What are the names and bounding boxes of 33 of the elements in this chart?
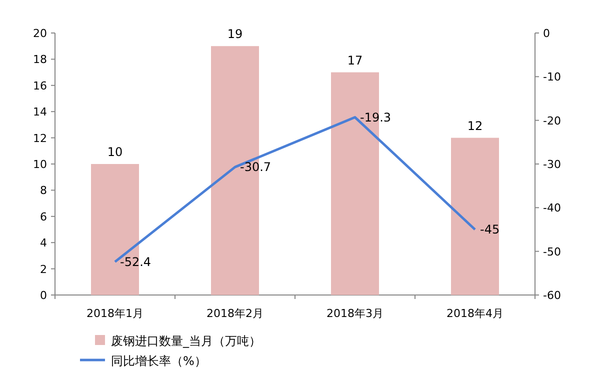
data-label: 10 <box>107 145 123 159</box>
y2-tick-label: -60 <box>543 289 561 302</box>
y-tick-label: 10 <box>33 158 47 171</box>
x-tick-label: 2018年1月 <box>86 307 144 320</box>
legend-label: 同比增长率（%） <box>111 354 206 368</box>
data-label: -52.4 <box>120 254 152 269</box>
x-tick-label: 2018年4月 <box>446 307 504 320</box>
data-label: 17 <box>347 53 363 68</box>
y-tick-label: 14 <box>33 106 47 119</box>
y-tick-label: 6 <box>40 210 47 224</box>
x-tick-label: 2018年3月 <box>326 307 384 320</box>
data-label: -19.3 <box>360 110 392 124</box>
data-label: -30.7 <box>240 160 272 174</box>
y2-tick-label: -50 <box>543 245 561 258</box>
y-tick-label: 18 <box>33 53 47 66</box>
y-tick-label: 2 <box>40 262 47 276</box>
y2-tick-label: -40 <box>543 202 561 215</box>
data-label: 12 <box>467 118 483 133</box>
y-tick-label: 4 <box>40 236 47 250</box>
y2-tick-label: -30 <box>543 158 561 171</box>
bar <box>451 138 499 295</box>
y-tick-label: 16 <box>33 79 47 92</box>
data-label: -45 <box>480 222 500 236</box>
y-tick-label: 12 <box>33 132 47 145</box>
legend-label: 废钢进口数量_当月（万吨） <box>111 334 261 348</box>
y2-tick-label: -20 <box>543 114 561 128</box>
y-tick-label: 8 <box>40 184 47 198</box>
data-label: 19 <box>227 27 243 42</box>
y2-tick-label: 0 <box>543 27 550 40</box>
y2-tick-label: -10 <box>543 70 561 84</box>
y-tick-label: 20 <box>33 27 47 40</box>
y-tick-label: 0 <box>40 289 47 302</box>
x-tick-label: 2018年2月 <box>206 307 264 320</box>
